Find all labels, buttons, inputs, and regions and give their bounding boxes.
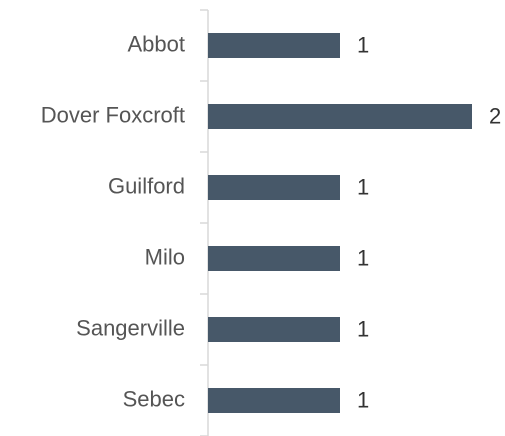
category-label: Guilford — [108, 173, 185, 198]
data-label: 1 — [357, 245, 369, 270]
bar — [208, 388, 340, 413]
bar — [208, 317, 340, 342]
data-label: 1 — [357, 387, 369, 412]
category-label: Milo — [145, 244, 185, 269]
bar — [208, 246, 340, 271]
category-label: Dover Foxcroft — [41, 102, 185, 127]
data-label: 1 — [357, 174, 369, 199]
data-label: 1 — [357, 316, 369, 341]
bar — [208, 104, 472, 129]
data-label: 1 — [357, 32, 369, 57]
category-label: Abbot — [128, 31, 186, 56]
bar — [208, 33, 340, 58]
category-label: Sangerville — [76, 315, 185, 340]
bar — [208, 175, 340, 200]
data-label: 2 — [489, 103, 501, 128]
category-label: Sebec — [123, 386, 185, 411]
